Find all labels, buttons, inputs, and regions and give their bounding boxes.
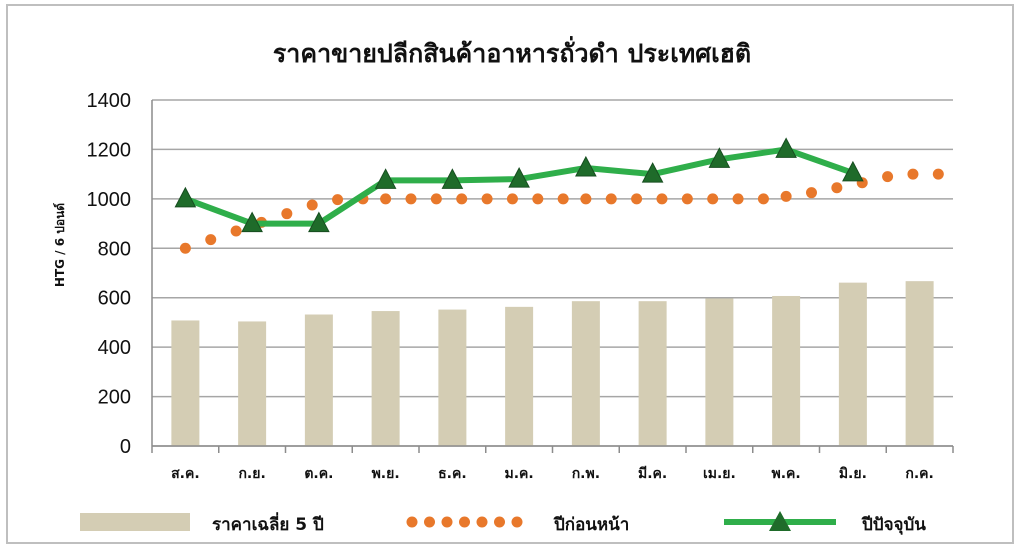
point-prev-year	[757, 193, 769, 205]
legend-dot	[476, 516, 488, 528]
point-current-year	[241, 211, 263, 233]
bar-avg5	[638, 301, 667, 446]
bar-series	[171, 281, 934, 446]
y-axis-label: HTG / 6 ปอนด์	[53, 203, 67, 287]
y-tick-label: 1400	[87, 90, 132, 112]
point-prev-year	[805, 187, 817, 199]
point-prev-year	[580, 193, 592, 205]
x-tick-label: ก.พ.	[572, 466, 600, 482]
point-prev-year	[405, 193, 417, 205]
legend-label-prev-year: ปีก่อนหน้า	[553, 514, 629, 535]
x-tick-label: มิ.ย.	[839, 466, 867, 482]
bar-avg5	[571, 301, 600, 446]
point-current-year	[508, 167, 530, 188]
point-current-year	[708, 147, 731, 168]
point-prev-year	[707, 193, 719, 205]
x-tick-label: พ.ค.	[772, 466, 801, 482]
bar-avg5	[304, 314, 333, 446]
point-prev-year	[205, 234, 217, 246]
y-tick-label: 600	[98, 288, 131, 310]
axes	[151, 100, 954, 453]
point-prev-year	[557, 193, 569, 205]
bar-avg5	[238, 321, 267, 446]
x-tick-label: เม.ย.	[703, 466, 736, 482]
bar-avg5	[838, 282, 867, 446]
point-prev-year	[281, 208, 293, 220]
x-tick-label: พ.ย.	[372, 466, 400, 482]
y-tick-label: 800	[98, 238, 131, 260]
point-current-year	[842, 160, 864, 182]
point-prev-year	[230, 225, 242, 237]
point-current-year	[441, 168, 464, 189]
point-prev-year	[430, 193, 442, 205]
legend-dot	[424, 516, 435, 528]
legend: ราคาเฉลี่ย 5 ปี ปีก่อนหน้า ปีปัจจุบัน	[80, 511, 926, 535]
x-tick-label: ธ.ค.	[438, 466, 467, 482]
legend-dot	[511, 516, 523, 528]
point-current-year	[775, 137, 797, 158]
y-tick-label: 400	[98, 337, 131, 359]
legend-dot	[441, 516, 453, 528]
point-prev-year	[831, 182, 843, 194]
point-prev-year	[532, 193, 544, 205]
point-prev-year	[780, 190, 792, 202]
point-prev-year	[907, 168, 919, 180]
y-tick-label: 1200	[87, 139, 132, 161]
bar-avg5	[772, 295, 801, 446]
point-prev-year	[380, 193, 392, 205]
legend-swatch-avg5	[80, 513, 190, 531]
point-prev-year	[681, 193, 693, 205]
bar-avg5	[505, 306, 534, 446]
x-tick-label: ก.ค.	[905, 466, 933, 482]
chart-frame	[6, 4, 1014, 544]
bar-avg5	[705, 298, 734, 446]
bar-avg5	[171, 320, 200, 446]
point-prev-year	[456, 193, 468, 205]
point-prev-year	[481, 193, 493, 205]
x-tick-label: ต.ค.	[304, 466, 333, 482]
legend-swatch-current-marker	[769, 511, 791, 531]
point-current-year	[575, 155, 597, 177]
y-tick-label: 1000	[87, 189, 132, 211]
point-prev-year	[605, 193, 617, 205]
point-prev-year	[631, 193, 643, 205]
point-current-year	[374, 168, 397, 189]
legend-dot	[494, 516, 505, 528]
bar-avg5	[905, 281, 934, 446]
legend-dot	[406, 516, 418, 528]
x-tick-label: ส.ค.	[171, 466, 200, 482]
y-tick-label: 200	[98, 387, 131, 409]
legend-label-avg5: ราคาเฉลี่ย 5 ปี	[212, 512, 324, 535]
y-tick-label: 0	[120, 436, 131, 458]
prev-year-series	[179, 168, 944, 254]
gridlines	[152, 99, 953, 447]
point-prev-year	[732, 193, 744, 205]
x-ticks: ส.ค. ก.ย. ต.ค. พ.ย. ธ.ค. ม.ค. ก.พ. มี.ค. เม.ย. พ.…	[171, 466, 934, 482]
point-prev-year	[932, 168, 944, 180]
point-prev-year	[306, 199, 318, 211]
point-current-year	[174, 186, 197, 208]
point-prev-year	[506, 193, 518, 205]
chart-title: ราคาขายปลีกสินค้าอาหารถั่วดำ ประเทศเฮติ	[273, 36, 751, 68]
point-current-year	[308, 211, 330, 233]
y-ticks: 0 200 400 600 800 1000 1200 1400	[87, 90, 132, 458]
legend-dot	[459, 516, 470, 528]
point-prev-year	[656, 193, 668, 205]
point-prev-year	[332, 194, 344, 206]
legend-label-current-year: ปีปัจจุบัน	[861, 514, 926, 535]
x-tick-label: ม.ค.	[505, 466, 534, 482]
current-year-series	[174, 137, 864, 233]
x-tick-label: มี.ค.	[638, 466, 667, 482]
bar-avg5	[438, 309, 467, 446]
legend-swatch-prev-year	[406, 516, 523, 528]
point-prev-year	[882, 171, 894, 183]
point-current-year	[641, 162, 664, 183]
x-tick-label: ก.ย.	[238, 466, 265, 482]
bar-avg5	[371, 311, 400, 446]
point-prev-year	[179, 242, 191, 254]
